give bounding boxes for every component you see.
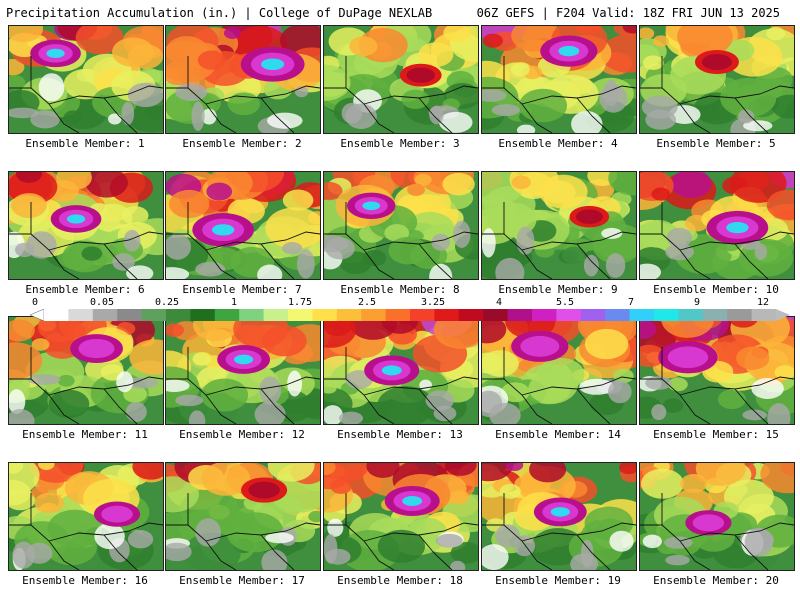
member-caption: Ensemble Member: 7: [182, 283, 302, 296]
member-caption: Ensemble Member: 20: [653, 574, 779, 587]
colorbar-tick-label: 5.5: [555, 297, 575, 308]
member-caption: Ensemble Member: 9: [498, 283, 618, 296]
colorbar-tick-label: 0.05: [89, 297, 115, 308]
member-map: [639, 25, 795, 134]
member-caption: Ensemble Member: 10: [653, 283, 779, 296]
colorbar-tick-label: 12: [756, 297, 770, 308]
colorbar-segment: [434, 309, 460, 321]
colorbar-segment: [68, 309, 94, 321]
member-map: [481, 25, 637, 134]
colorbar-segment: [556, 309, 582, 321]
colorbar-segment: [629, 309, 655, 321]
member-map: [323, 462, 479, 571]
colorbar-segment: [605, 309, 630, 321]
member-map: [8, 462, 164, 571]
member-map: [165, 462, 321, 571]
member-map: [639, 171, 795, 280]
colorbar-segment: [141, 309, 167, 321]
colorbar-tick-label: 1.75: [287, 297, 313, 308]
colorbar-segment: [654, 309, 679, 321]
colorbar-segment: [532, 309, 557, 321]
member-caption: Ensemble Member: 11: [22, 428, 148, 441]
member-map: [165, 171, 321, 280]
colorbar-tick-label: 7: [627, 297, 635, 308]
colorbar-segment: [312, 309, 338, 321]
colorbar-tick-label: 3.25: [420, 297, 446, 308]
colorbar-segment: [727, 309, 752, 321]
colorbar-tick-label: 1: [230, 297, 238, 308]
member-map: [8, 171, 164, 280]
colorbar-tick-label: 0: [31, 297, 39, 308]
colorbar-segment: [44, 309, 69, 321]
member-caption: Ensemble Member: 8: [340, 283, 460, 296]
member-caption: Ensemble Member: 6: [25, 283, 145, 296]
colorbar-segment: [751, 309, 777, 321]
colorbar-segment: [214, 309, 240, 321]
colorbar-tick-label: 0.25: [154, 297, 180, 308]
precip-colorbar: [30, 309, 790, 321]
member-map: [323, 25, 479, 134]
member-map: [639, 316, 795, 425]
member-caption: Ensemble Member: 17: [179, 574, 305, 587]
header-right-title: 06Z GEFS | F204 Valid: 18Z FRI JUN 13 20…: [476, 6, 780, 20]
member-map: [481, 171, 637, 280]
colorbar-segment: [410, 309, 435, 321]
member-map: [165, 25, 321, 134]
colorbar-tick-label: 2.5: [357, 297, 377, 308]
member-caption: Ensemble Member: 3: [340, 137, 460, 150]
colorbar-tick-label: 4: [495, 297, 503, 308]
colorbar-segment: [92, 309, 118, 321]
colorbar-segment: [288, 309, 313, 321]
colorbar-segment: [263, 309, 289, 321]
member-caption: Ensemble Member: 18: [337, 574, 463, 587]
colorbar-segment: [166, 309, 191, 321]
colorbar-segment: [385, 309, 411, 321]
colorbar-segment: [190, 309, 216, 321]
member-map: [481, 316, 637, 425]
colorbar-segment: [507, 309, 533, 321]
member-map: [8, 25, 164, 134]
member-caption: Ensemble Member: 12: [179, 428, 305, 441]
member-map: [639, 462, 795, 571]
member-caption: Ensemble Member: 4: [498, 137, 618, 150]
member-caption: Ensemble Member: 1: [25, 137, 145, 150]
colorbar-segment: [239, 309, 264, 321]
member-caption: Ensemble Member: 19: [495, 574, 621, 587]
member-caption: Ensemble Member: 13: [337, 428, 463, 441]
member-caption: Ensemble Member: 5: [656, 137, 776, 150]
colorbar-segment: [702, 309, 728, 321]
colorbar-segment: [336, 309, 362, 321]
member-caption: Ensemble Member: 2: [182, 137, 302, 150]
colorbar-segment: [580, 309, 606, 321]
member-map: [323, 316, 479, 425]
member-map: [481, 462, 637, 571]
colorbar-segment: [458, 309, 484, 321]
member-caption: Ensemble Member: 14: [495, 428, 621, 441]
member-map: [8, 316, 164, 425]
colorbar-segment: [117, 309, 142, 321]
colorbar-tick-label: 9: [693, 297, 701, 308]
colorbar-segment: [361, 309, 386, 321]
member-map: [165, 316, 321, 425]
header-left-title: Precipitation Accumulation (in.) | Colle…: [6, 6, 433, 20]
member-caption: Ensemble Member: 15: [653, 428, 779, 441]
colorbar-segment: [678, 309, 704, 321]
colorbar-segment: [483, 309, 508, 321]
member-map: [323, 171, 479, 280]
member-caption: Ensemble Member: 16: [22, 574, 148, 587]
